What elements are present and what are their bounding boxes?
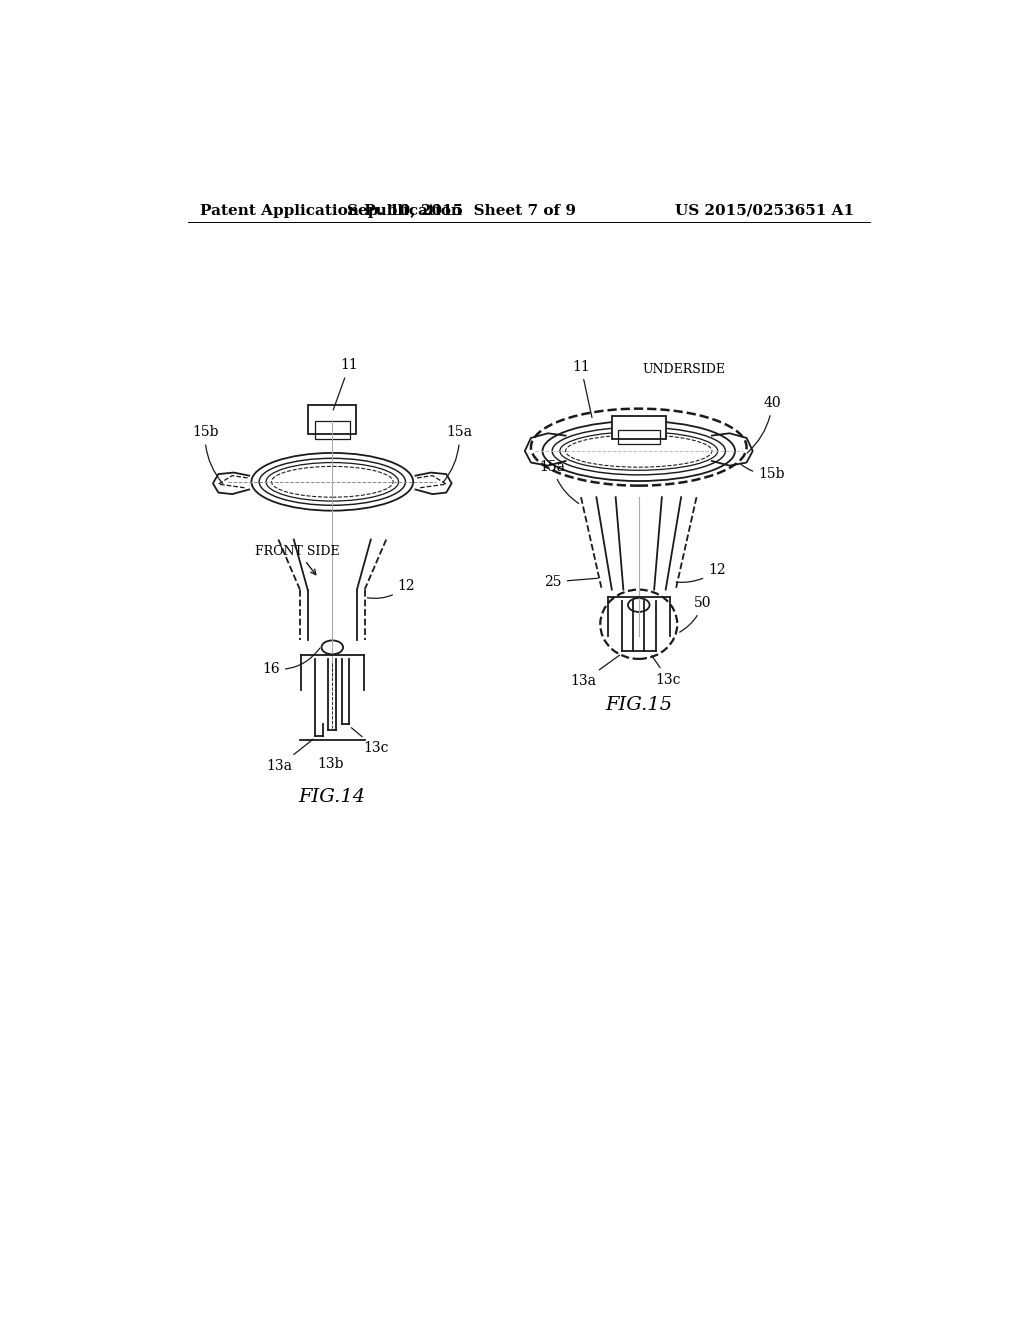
Text: 13c: 13c [652,656,681,686]
Bar [314,421,350,440]
Text: 12: 12 [368,578,416,598]
Text: FIG.14: FIG.14 [299,788,366,807]
Ellipse shape [628,598,649,612]
Text: 13b: 13b [317,758,344,771]
Text: 15a: 15a [540,461,579,503]
Text: UNDERSIDE: UNDERSIDE [643,363,726,376]
Ellipse shape [322,640,343,655]
Text: 13a: 13a [266,739,313,774]
Text: 12: 12 [676,564,726,582]
Text: 25: 25 [545,576,597,589]
Bar [611,416,666,440]
Text: 13a: 13a [570,655,620,688]
Text: FIG.15: FIG.15 [605,696,673,714]
Text: Patent Application Publication: Patent Application Publication [200,203,462,218]
Text: Sep. 10, 2015  Sheet 7 of 9: Sep. 10, 2015 Sheet 7 of 9 [347,203,577,218]
Bar [308,405,356,434]
Text: 15b: 15b [191,425,222,483]
Text: FRONT SIDE: FRONT SIDE [255,545,340,574]
Text: 50: 50 [680,597,712,632]
Text: 40: 40 [748,396,781,453]
Text: US 2015/0253651 A1: US 2015/0253651 A1 [675,203,854,218]
Text: 11: 11 [333,359,358,411]
Text: 13c: 13c [351,727,388,755]
Text: 16: 16 [262,648,319,676]
Text: 15a: 15a [443,425,472,482]
Text: 11: 11 [572,360,592,417]
Bar [617,430,659,444]
Text: 15b: 15b [741,465,784,480]
